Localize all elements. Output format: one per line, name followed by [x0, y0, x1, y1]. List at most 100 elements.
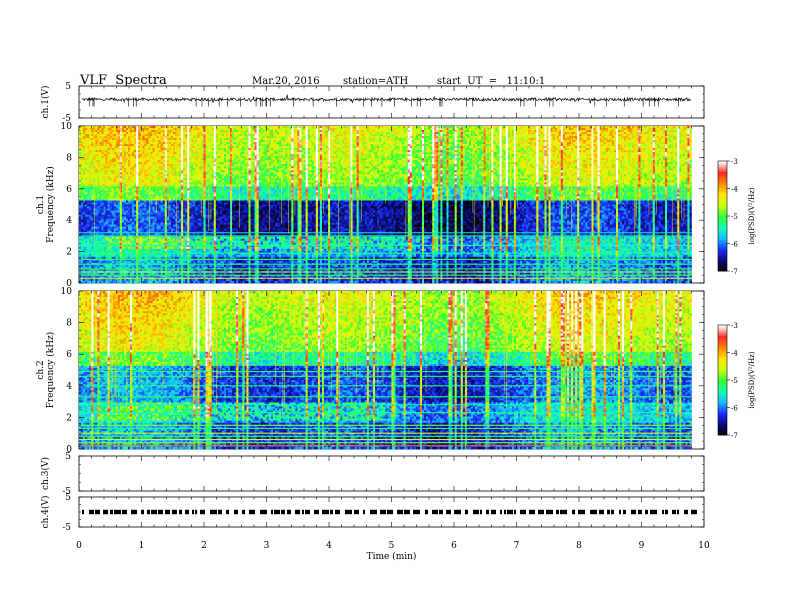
ch4-trace-segment	[82, 509, 84, 515]
colorbar-cell	[718, 334, 727, 337]
colorbar-cell	[718, 203, 727, 206]
y-tick-label: 4	[66, 382, 72, 392]
ch4-trace-segment	[491, 509, 496, 515]
ch4-trace-segment	[638, 509, 642, 515]
colorbar-cell	[718, 208, 727, 211]
ch4-trace-segment	[274, 509, 280, 515]
colorbar-cell	[718, 227, 727, 230]
x-tick-label: 7	[514, 541, 520, 551]
colorbar-cell	[718, 232, 727, 235]
ch4-trace-segment	[114, 509, 121, 515]
colorbar-cell	[718, 405, 727, 408]
colorbar-cell	[718, 418, 727, 421]
ch4-trace-segment	[151, 509, 157, 515]
ch4-trace-segment	[330, 509, 333, 515]
colorbar-cell	[718, 265, 727, 268]
colorbar-cell	[718, 433, 727, 436]
colorbar-cell	[718, 363, 727, 366]
colorbar-cell	[718, 416, 727, 419]
y-axis-label: Frequency (kHz)	[45, 332, 56, 409]
colorbar-cell	[718, 225, 727, 228]
colorbar-cell	[718, 413, 727, 416]
colorbar-cell	[718, 427, 727, 430]
x-tick-label: 4	[326, 541, 332, 551]
ch4-trace-segment	[210, 509, 217, 515]
colorbar-cell	[718, 411, 727, 414]
colorbar-cell	[718, 194, 727, 197]
colorbar-cell	[718, 383, 727, 386]
colorbar-cell	[718, 214, 727, 217]
colorbar-cell	[718, 400, 727, 403]
x-tick-label: 10	[698, 541, 710, 551]
ch4-trace-segment	[465, 509, 468, 515]
y-axis-label: ch.4(V)	[40, 496, 51, 529]
ch4-trace-segment	[623, 509, 626, 515]
x-tick-label: 9	[639, 541, 645, 551]
ch4-trace-segment	[439, 509, 443, 515]
ch4-trace-segment	[131, 509, 137, 515]
colorbar-cell	[718, 385, 727, 388]
ch4-trace-segment	[89, 509, 94, 515]
ch4-trace-segment	[226, 509, 229, 515]
colorbar-cell	[718, 260, 727, 263]
ch4-trace-segment	[195, 509, 197, 515]
chart-title: VLF Spectra	[80, 73, 167, 88]
ch4-trace-segment	[446, 509, 451, 515]
colorbar-tick-label: -3	[731, 322, 738, 330]
ch4-trace-segment	[179, 509, 182, 515]
ch4-trace-segment	[287, 509, 291, 515]
ch4-trace-segment	[158, 509, 163, 515]
ch4-trace-segment	[578, 509, 585, 515]
colorbar-cell	[718, 172, 727, 175]
colorbar-tick-label: -3	[731, 158, 738, 166]
ch4-trace-segment	[110, 509, 113, 515]
colorbar-cell	[718, 223, 727, 226]
panel-frame	[78, 455, 705, 492]
colorbar-cell	[718, 389, 727, 392]
colorbar-cell	[718, 192, 727, 195]
ch4-trace-segment	[611, 509, 614, 515]
colorbar-cell	[718, 181, 727, 184]
colorbar-cell	[718, 354, 727, 357]
ch4-trace-segment	[619, 509, 621, 515]
x-tick-label: 8	[576, 541, 582, 551]
colorbar-cell	[718, 188, 727, 191]
colorbar-cell	[718, 391, 727, 394]
ch4-trace-segment	[677, 509, 679, 515]
colorbar-cell	[718, 261, 727, 265]
y-tick-label: 5	[65, 82, 71, 92]
colorbar-cell	[718, 243, 727, 246]
x-tick-label: 2	[201, 541, 207, 551]
ch4-trace-segment	[645, 509, 648, 515]
colorbar-cell	[718, 424, 727, 427]
ch4-trace-segment	[520, 509, 526, 515]
ch4-trace-segment	[672, 509, 676, 515]
colorbar-cell	[718, 361, 727, 364]
ch4-trace-segment	[480, 509, 482, 515]
colorbar-cell	[718, 328, 727, 331]
colorbar-cell	[718, 250, 727, 254]
colorbar-cell	[718, 330, 727, 333]
colorbar-cell	[718, 352, 727, 355]
colorbar-cell	[718, 239, 727, 243]
colorbar-cell	[718, 365, 727, 368]
colorbar-cell	[718, 407, 727, 410]
colorbar-cell	[718, 230, 727, 233]
colorbar-cell	[718, 347, 727, 350]
colorbar-cell	[718, 247, 727, 250]
ch4-trace-segment	[684, 509, 688, 515]
ch4-trace-segment	[538, 509, 544, 515]
colorbar-cell	[718, 217, 727, 221]
ch4-trace-segment	[631, 509, 636, 515]
colorbar-cell	[718, 414, 727, 418]
y-tick-label: 6	[66, 185, 72, 195]
ch4-trace-segment	[95, 509, 100, 515]
x-tick-label: 5	[389, 541, 395, 551]
date-label: Mar.20, 2016	[252, 76, 320, 87]
colorbar-cell	[718, 199, 727, 202]
colorbar-cell	[718, 166, 727, 169]
y-tick-label: 2	[66, 248, 72, 258]
colorbar-cell	[718, 378, 727, 381]
colorbar-cell	[718, 402, 727, 405]
